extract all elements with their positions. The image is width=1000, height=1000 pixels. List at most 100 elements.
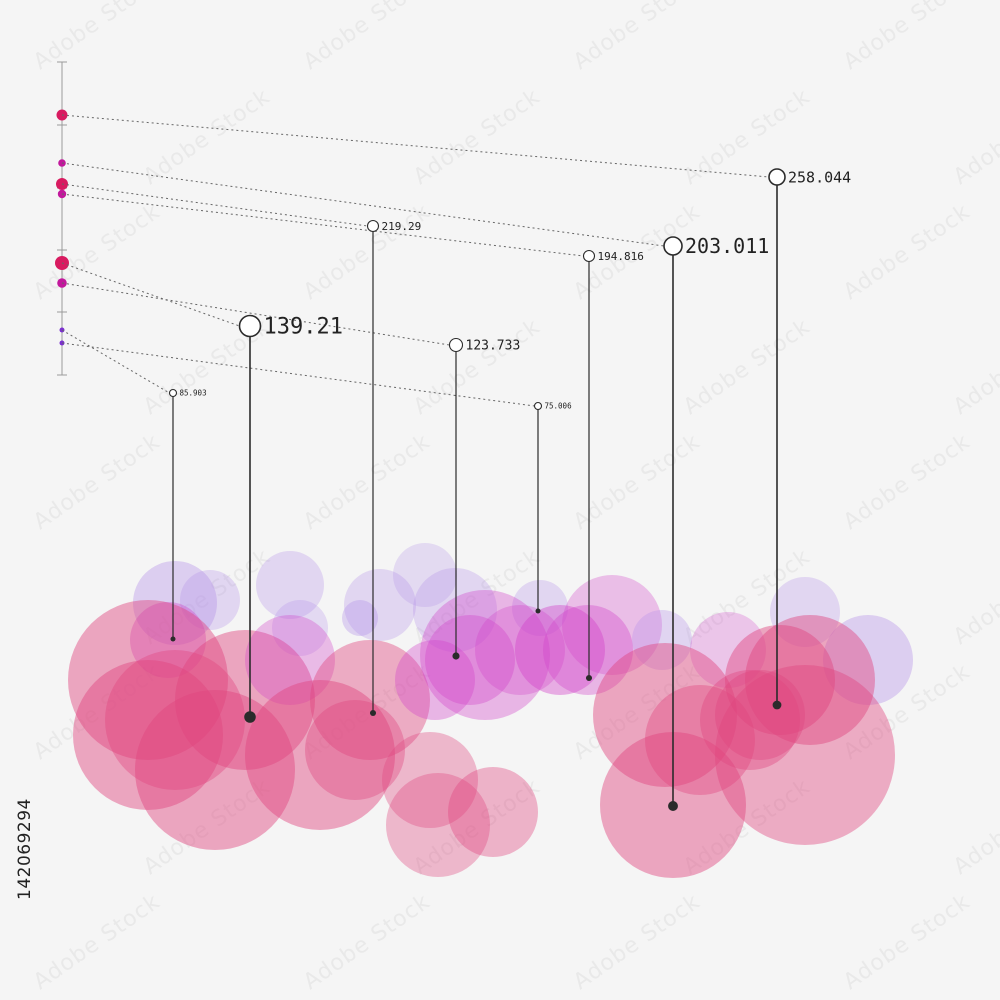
bubble [382, 732, 478, 828]
bubble [175, 630, 315, 770]
connector-line [61, 262, 240, 327]
pin-123.733: 123.733 [448, 337, 520, 660]
pin-anchor [369, 709, 377, 717]
watermark-text: Adobe Stock [299, 199, 435, 305]
pin-194.816: 194.816 [582, 249, 644, 682]
watermark-text: Adobe Stock [949, 774, 1000, 880]
bubble [305, 700, 405, 800]
bubble [135, 690, 295, 850]
connector-lines [61, 114, 770, 407]
bubble [700, 670, 800, 770]
bubble [386, 773, 490, 877]
bubble [515, 605, 605, 695]
pin-203.011: 203.011 [663, 234, 769, 811]
bubble [543, 605, 633, 695]
watermark-text: Adobe Stock [299, 889, 435, 995]
connector-line [61, 329, 170, 394]
pin-value-label: 85.903 [180, 389, 207, 398]
vertical-scale [55, 61, 69, 376]
bubble [395, 640, 475, 720]
watermark-text: Adobe Stock [679, 314, 815, 420]
watermark-text: Adobe Stock [409, 314, 545, 420]
bubble [475, 605, 565, 695]
bubble [725, 625, 835, 735]
watermark-text: Adobe Stock [949, 544, 1000, 650]
watermark-text: Adobe Stock [299, 0, 435, 75]
pin-anchor [244, 711, 256, 723]
pin-anchor [170, 636, 176, 642]
watermark-text: Adobe Stock [299, 429, 435, 535]
pin-value-label: 75.006 [545, 402, 573, 411]
bubble [593, 643, 737, 787]
watermark-text: Adobe Stock [839, 429, 975, 535]
stock-id-label: 142069294 [15, 798, 35, 900]
connector-line [61, 282, 450, 346]
bubble [342, 600, 378, 636]
watermark-text: Adobe Stock [949, 84, 1000, 190]
bubble [715, 665, 895, 845]
watermark-text: Adobe Stock [839, 199, 975, 305]
pin-head [533, 401, 543, 411]
bubble [512, 580, 568, 636]
watermark-text: Adobe Stock [569, 889, 705, 995]
bubble [393, 543, 457, 607]
pin-anchor [772, 700, 782, 710]
pin-head [366, 219, 380, 233]
bubble [256, 551, 324, 619]
watermark-text: Adobe Stock [409, 84, 545, 190]
pin-head [768, 168, 786, 186]
pin-85.903: 85.903 [168, 388, 207, 642]
bubble [105, 650, 245, 790]
watermark-text: Adobe Stock [29, 889, 165, 995]
watermark-text: Adobe Stock [839, 889, 975, 995]
bubble [413, 568, 497, 652]
bubble [344, 569, 416, 641]
pin-head [582, 249, 596, 263]
watermark-text: Adobe Stock [29, 429, 165, 535]
pin-value-label: 219.29 [382, 220, 422, 233]
value-pins: 258.044 219.29 203.011 194.816 139.21 123.733… [168, 168, 851, 811]
bubble [133, 561, 217, 645]
bubble [245, 615, 335, 705]
pin-anchor [452, 652, 460, 660]
bubble [73, 660, 223, 810]
pin-value-label: 194.816 [598, 250, 644, 263]
pin-139.21: 139.21 [238, 314, 343, 723]
bubble [420, 590, 550, 720]
pin-219.29: 219.29 [366, 219, 422, 717]
connector-line [61, 114, 770, 178]
pin-value-label: 258.044 [788, 168, 851, 186]
bubble [245, 680, 395, 830]
pin-75.006: 75.006 [533, 401, 573, 614]
bubble [68, 600, 228, 760]
bubble [562, 575, 662, 675]
pin-head [168, 388, 178, 398]
bubble-cluster [68, 543, 913, 878]
bubble [770, 577, 840, 647]
pin-anchor [585, 674, 593, 682]
bubble [310, 640, 430, 760]
watermark-text: Adobe Stock [139, 84, 275, 190]
bubble [130, 602, 206, 678]
pin-head [238, 314, 262, 338]
watermark-text: Adobe Stock [839, 0, 975, 75]
pin-head [448, 337, 464, 353]
watermark-text: Adobe Stock [949, 314, 1000, 420]
connector-line [61, 162, 665, 247]
bubble [180, 570, 240, 630]
bubble [690, 612, 766, 688]
bubble [632, 610, 692, 670]
bubble [448, 767, 538, 857]
pin-head [663, 236, 683, 256]
bubble [715, 670, 805, 760]
bubble [823, 615, 913, 705]
pin-258.044: 258.044 [768, 168, 851, 710]
connector-line [61, 183, 368, 227]
pin-value-label: 203.011 [685, 234, 769, 258]
pin-anchor [535, 608, 541, 614]
watermark-text: Adobe Stock [29, 0, 165, 75]
watermark-text: Adobe Stock [569, 0, 705, 75]
pin-value-label: 139.21 [264, 315, 343, 340]
bubble [272, 600, 328, 656]
